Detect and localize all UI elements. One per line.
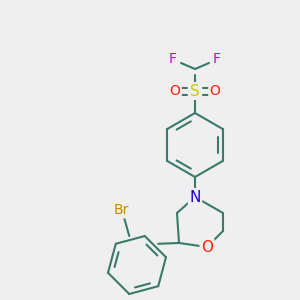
- Text: Br: Br: [113, 203, 129, 217]
- Text: F: F: [213, 52, 221, 66]
- Text: N: N: [189, 190, 201, 205]
- Text: O: O: [210, 84, 220, 98]
- Text: O: O: [169, 84, 180, 98]
- Text: O: O: [201, 239, 213, 254]
- Text: S: S: [190, 83, 200, 98]
- Text: F: F: [169, 52, 177, 66]
